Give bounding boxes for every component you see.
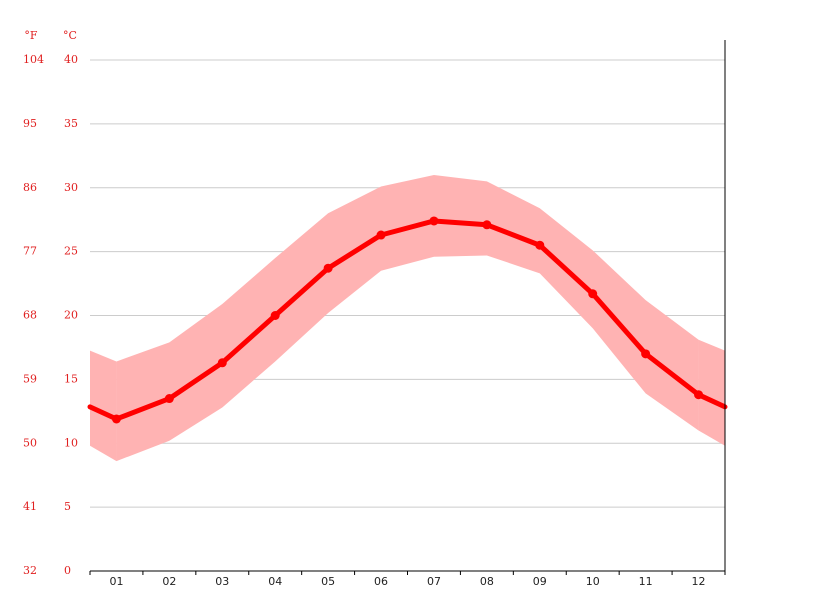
point (535, 240, 545, 250)
y2-tick-label: 68 (23, 309, 37, 322)
line-edge (87, 404, 119, 422)
y-axis-label: °C (63, 29, 77, 42)
point (164, 394, 174, 404)
x-tick-label: 02 (162, 575, 176, 588)
x-tick-label: 09 (533, 575, 547, 588)
x-tick-label: 10 (586, 575, 600, 588)
point (694, 390, 704, 400)
y-tick-label: 5 (64, 500, 71, 513)
x-tick-label: 04 (268, 575, 282, 588)
point (217, 358, 227, 368)
mean-line (115, 218, 701, 422)
range-band-edge (90, 350, 117, 462)
x-tick-label: 06 (374, 575, 388, 588)
y-tick-label: 35 (64, 117, 78, 130)
y2-tick-label: 77 (23, 245, 37, 258)
point (111, 414, 121, 424)
y2-tick-label: 104 (23, 53, 44, 66)
x-tick-label: 12 (692, 575, 706, 588)
point (641, 349, 651, 359)
y-tick-label: 30 (64, 181, 78, 194)
point (588, 289, 598, 299)
y-tick-label: 20 (64, 309, 78, 322)
y2-tick-label: 95 (23, 117, 37, 130)
point (376, 230, 386, 240)
range-band (116, 174, 699, 462)
y2-axis-label: °F (24, 29, 38, 42)
y2-tick-label: 32 (23, 564, 37, 577)
point (429, 216, 439, 226)
y-tick-label: 40 (64, 53, 78, 66)
x-tick-label: 08 (480, 575, 494, 588)
y-tick-label: 10 (64, 436, 78, 449)
x-tick-label: 11 (639, 575, 653, 588)
x-tick-label: 01 (109, 575, 123, 588)
y2-tick-label: 50 (23, 436, 37, 449)
y2-tick-label: 41 (23, 500, 37, 513)
line-edge (696, 392, 728, 410)
point (482, 220, 492, 230)
range-band-edge (698, 339, 725, 446)
y2-tick-label: 59 (23, 372, 37, 385)
y-tick-label: 25 (64, 245, 78, 258)
x-tick-label: 03 (215, 575, 229, 588)
y2-tick-label: 86 (23, 181, 37, 194)
y-tick-label: 0 (64, 564, 71, 577)
point (270, 311, 280, 320)
point (323, 263, 333, 273)
y-tick-label: 15 (64, 372, 78, 385)
x-tick-label: 05 (321, 575, 335, 588)
x-tick-label: 07 (427, 575, 441, 588)
